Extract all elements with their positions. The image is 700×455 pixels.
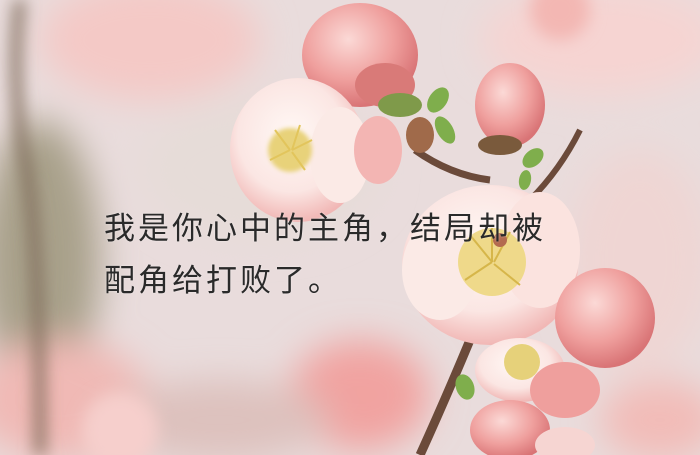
background-branches [11,0,590,455]
blossom-bottom [470,268,655,455]
bud-small [475,63,545,155]
blossom-left [230,78,434,222]
leaves [427,87,544,400]
caption-line-1: 我是你心中的主角，结局却被 [104,211,546,247]
bud-top [302,3,422,117]
caption-line-2: 配角给打败了。 [104,263,342,299]
blossom-right [402,185,580,345]
